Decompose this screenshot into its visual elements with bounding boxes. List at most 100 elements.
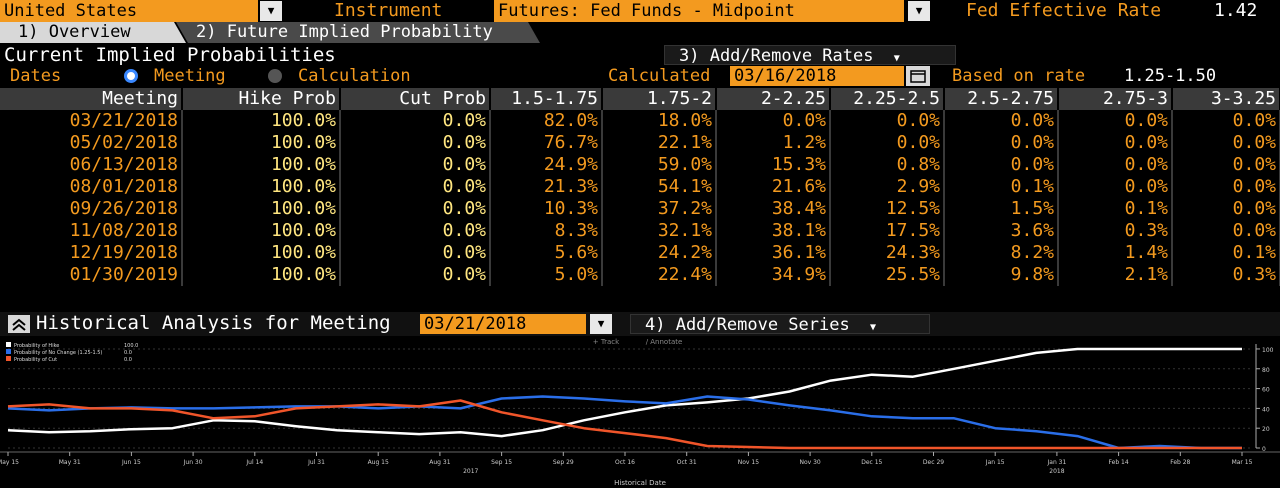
table-cell: 24.2% [602,242,717,264]
table-cell: 0.0% [1172,110,1280,132]
country-dropdown[interactable]: United States [0,0,258,22]
table-cell: 0.0% [340,198,491,220]
table-cell: 100.0% [182,132,341,154]
x-tick-label: Oct 16 [615,459,635,466]
x-tick-label: Feb 28 [1170,459,1190,466]
table-cell: 100.0% [182,220,341,242]
table-cell: 100.0% [182,110,341,132]
table-cell: 0.0% [1172,132,1280,154]
x-tick-label: Jun 15 [121,459,141,466]
x-tick-label: Jan 15 [985,459,1005,466]
column-header[interactable]: 2.75-3 [1058,88,1173,110]
table-row[interactable]: 09/26/2018 100.0% 0.0% 10.3% 37.2% 38.4% 12.5%… [0,198,1280,220]
x-tick-label: Sep 15 [491,459,512,466]
historical-meeting-dropdown-arrow[interactable]: ▼ [590,314,612,334]
table-cell: 0.0% [944,132,1059,154]
table-cell: 0.8% [830,154,945,176]
add-remove-rates-button[interactable]: 3) Add/Remove Rates ▼ [664,45,956,66]
calculation-radio[interactable] [268,69,282,83]
table-row[interactable]: 11/08/2018 100.0% 0.0% 8.3% 32.1% 38.1% 17.5% 3… [0,220,1280,242]
table-row[interactable]: 03/21/2018 100.0% 0.0% 82.0% 18.0% 0.0% 0.0% 0.… [0,110,1280,132]
collapse-icon[interactable] [8,315,30,333]
year-label: 2018 [1049,468,1064,475]
column-header[interactable]: 1.75-2 [602,88,717,110]
x-tick-label: Jun 30 [183,459,203,466]
column-header[interactable]: 2.25-2.5 [830,88,945,110]
column-header[interactable]: 1.5-1.75 [490,88,603,110]
legend-label: Probability of Cut [14,357,57,363]
legend-swatch [6,349,11,354]
table-cell: 8.3% [490,220,603,242]
table-cell: 1.4% [1058,242,1173,264]
table-cell: 12.5% [830,198,945,220]
x-tick-label: Jul 14 [245,459,263,466]
meeting-radio[interactable] [124,69,138,83]
column-header[interactable]: Cut Prob [340,88,491,110]
table-row[interactable]: 01/30/2019 100.0% 0.0% 5.0% 22.4% 34.9% 25.5% 9… [0,264,1280,286]
table-cell: 0.0% [1172,198,1280,220]
table-row[interactable]: 05/02/2018 100.0% 0.0% 76.7% 22.1% 1.2% 0.0% 0.… [0,132,1280,154]
y-tick-label: 40 [1262,406,1270,413]
column-header[interactable]: Meeting [0,88,183,110]
legend-swatch [6,342,11,347]
chart-svg: 100 80 60 40 20 0 May 15 May 31 Jun 15 Jun 30 Jul … [0,338,1280,487]
table-cell: 32.1% [602,220,717,242]
add-remove-series-button[interactable]: 4) Add/Remove Series ▼ [630,314,930,335]
instrument-dropdown[interactable]: Futures: Fed Funds - Midpoint [494,0,904,22]
table-cell: 38.1% [716,220,831,242]
column-header[interactable]: 2.5-2.75 [944,88,1059,110]
table-cell: 1.2% [716,132,831,154]
table-cell: 0.0% [340,154,491,176]
historical-chart: 100 80 60 40 20 0 May 15 May 31 Jun 15 Jun 30 Jul … [0,336,1280,488]
x-axis-label: Historical Date [614,479,666,487]
table-footer-space [0,288,1280,310]
table-cell: 21.3% [490,176,603,198]
table-cell: 0.0% [340,220,491,242]
track-button: + Track [593,338,620,346]
column-header[interactable]: 3-3.25 [1172,88,1280,110]
meeting-date-cell: 03/21/2018 [0,110,183,132]
tab-overview[interactable]: 1) Overview [18,22,131,42]
table-cell: 0.0% [716,110,831,132]
table-cell: 0.0% [1058,132,1173,154]
table-cell: 0.0% [944,110,1059,132]
y-tick-label: 80 [1262,367,1270,374]
y-tick-label: 20 [1262,426,1270,433]
table-cell: 0.1% [1172,242,1280,264]
table-cell: 0.0% [1172,154,1280,176]
table-cell: 100.0% [182,264,341,286]
table-cell: 25.5% [830,264,945,286]
instrument-dropdown-arrow[interactable]: ▼ [908,1,930,21]
x-tick-label: Feb 14 [1109,459,1129,466]
table-cell: 0.0% [830,110,945,132]
meeting-date-cell: 06/13/2018 [0,154,183,176]
table-cell: 21.6% [716,176,831,198]
table-cell: 100.0% [182,198,341,220]
table-cell: 0.3% [1172,264,1280,286]
calculated-date-field[interactable]: 03/16/2018 [730,66,904,86]
legend-swatch [6,356,11,361]
table-row[interactable]: 08/01/2018 100.0% 0.0% 21.3% 54.1% 21.6% 2.9% 0… [0,176,1280,198]
x-tick-label: Mar 15 [1232,459,1253,466]
table-row[interactable]: 12/19/2018 100.0% 0.0% 5.6% 24.2% 36.1% 24.3% 8… [0,242,1280,264]
table-cell: 1.5% [944,198,1059,220]
x-tick-label: Nov 15 [738,459,759,466]
tab-shapes [0,22,540,43]
instrument-value: Futures: Fed Funds - Midpoint [498,1,795,21]
legend-label: Probability of No Change (1.25-1.5) [14,350,102,356]
column-header[interactable]: Hike Prob [182,88,341,110]
country-dropdown-arrow[interactable]: ▼ [260,1,282,21]
table-cell: 17.5% [830,220,945,242]
historical-meeting-dropdown[interactable]: 03/21/2018 [420,314,586,334]
table-cell: 5.0% [490,264,603,286]
calendar-icon[interactable] [906,66,930,86]
table-cell: 10.3% [490,198,603,220]
table-row[interactable]: 06/13/2018 100.0% 0.0% 24.9% 59.0% 15.3% 0.8% 0… [0,154,1280,176]
column-header[interactable]: 2-2.25 [716,88,831,110]
table-cell: 15.3% [716,154,831,176]
tab-future-implied-probability[interactable]: 2) Future Implied Probability [196,22,493,42]
table-cell: 0.0% [1058,110,1173,132]
year-label: 2017 [463,468,478,475]
table-cell: 0.0% [340,132,491,154]
dates-label: Dates [10,66,62,86]
